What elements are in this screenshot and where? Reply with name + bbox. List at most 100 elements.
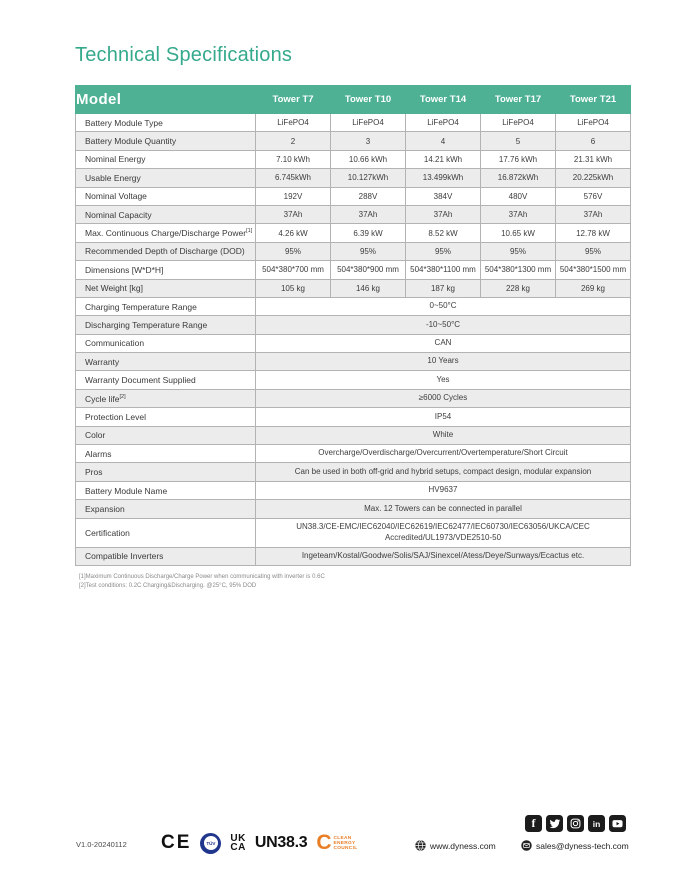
- table-row: Certification UN38.3/CE-EMC/IEC62040/IEC6…: [75, 517, 631, 548]
- spec-value-cell: LiFePO4: [255, 112, 331, 133]
- table-row: Cycle life[2] ≥6000 Cycles: [75, 388, 631, 409]
- email-link[interactable]: sales@dyness-tech.com: [521, 840, 629, 851]
- spec-value-cell: 37Ah: [480, 204, 556, 225]
- spec-value-cell: 95%: [255, 241, 331, 262]
- linkedin-icon[interactable]: in: [588, 815, 605, 832]
- social-icons: f in: [525, 815, 626, 832]
- spec-table-body: Battery Module Type LiFePO4 LiFePO4 LiFePO4…: [75, 112, 631, 566]
- spec-value-cell: 37Ah: [255, 204, 331, 225]
- tuv-icon: TÜV: [200, 832, 222, 854]
- spec-value-cell: 6: [555, 131, 631, 151]
- spec-value-cell: 17.76 kWh: [480, 149, 556, 170]
- spec-value-cell: 37Ah: [405, 204, 481, 225]
- table-row: Nominal Capacity 37Ah 37Ah 37Ah 37Ah 37Ah: [75, 204, 631, 225]
- youtube-icon[interactable]: [609, 815, 626, 832]
- spec-span-cell: Ingeteam/Kostal/Goodwe/Solis/SAJ/Sinexce…: [255, 546, 631, 566]
- spec-value-cell: 146 kg: [330, 278, 406, 298]
- twitter-icon[interactable]: [546, 815, 563, 832]
- table-row: Battery Module Type LiFePO4 LiFePO4 LiFePO4…: [75, 112, 631, 133]
- spec-value-cell: 95%: [480, 241, 556, 262]
- spec-span-cell: ≥6000 Cycles: [255, 388, 631, 409]
- spec-span-cell: 10 Years: [255, 352, 631, 372]
- spec-label-cell: Battery Module Type: [75, 112, 256, 133]
- table-row: Pros Can be used in both off-grid and hyb…: [75, 462, 631, 482]
- spec-value-cell: 95%: [330, 241, 406, 262]
- spec-value-cell: 105 kg: [255, 278, 331, 298]
- table-row: Color White: [75, 425, 631, 446]
- spec-span-cell: UN38.3/CE-EMC/IEC62040/IEC62619/IEC62477…: [255, 517, 631, 548]
- spec-value-cell: 37Ah: [330, 204, 406, 225]
- spec-table: Model Tower T7 Tower T10 Tower T14 Tower T17…: [75, 85, 631, 566]
- spec-value-cell: 4: [405, 131, 481, 151]
- model-header: Model: [75, 85, 256, 114]
- spec-value-cell: 576V: [555, 186, 631, 206]
- table-row: Max. Continuous Charge/Discharge Power[1…: [75, 223, 631, 243]
- spec-value-cell: 14.21 kWh: [405, 149, 481, 170]
- spec-label-cell: Warranty: [75, 352, 256, 372]
- certification-logos: CE TÜV UK CA UN38.3 C CLEAN ENERGY COUNC…: [161, 829, 357, 857]
- table-row: Usable Energy 6.745kWh 10.127kWh 13.499kWh 1…: [75, 168, 631, 188]
- spec-value-cell: 10.65 kW: [480, 223, 556, 243]
- spec-label-cell: Pros: [75, 462, 256, 482]
- spec-span-cell: Can be used in both off-grid and hybrid …: [255, 462, 631, 482]
- spec-label-cell: Alarms: [75, 444, 256, 464]
- spec-label-cell: Max. Continuous Charge/Discharge Power[1…: [75, 223, 256, 243]
- spec-value-cell: 6.745kWh: [255, 168, 331, 188]
- footnotes: [1]Maximum Continuous Discharge/Charge P…: [79, 573, 325, 591]
- spec-span-cell: Overcharge/Overdischarge/Overcurrent/Ove…: [255, 444, 631, 464]
- table-row: Nominal Voltage 192V 288V 384V 480V 576V: [75, 186, 631, 206]
- spec-value-cell: 10.66 kWh: [330, 149, 406, 170]
- table-row: Compatible Inverters Ingeteam/Kostal/Good…: [75, 546, 631, 566]
- table-row: Expansion Max. 12 Towers can be connected…: [75, 499, 631, 519]
- table-row: Warranty Document Supplied Yes: [75, 370, 631, 390]
- spec-value-cell: 6.39 kW: [330, 223, 406, 243]
- website-text: www.dyness.com: [430, 840, 496, 851]
- column-header: Tower T7: [255, 85, 331, 114]
- spec-label-cell: Compatible Inverters: [75, 546, 256, 566]
- clean-energy-council-icon: C CLEAN ENERGY COUNCIL: [316, 831, 358, 854]
- facebook-icon[interactable]: f: [525, 815, 542, 832]
- instagram-icon[interactable]: [567, 815, 584, 832]
- spec-span-cell: HV9637: [255, 480, 631, 501]
- spec-span-cell: -10~50°C: [255, 315, 631, 335]
- email-text: sales@dyness-tech.com: [536, 840, 629, 851]
- page-title: Technical Specifications: [75, 44, 293, 66]
- spec-value-cell: 3: [330, 131, 406, 151]
- spec-label-cell: Warranty Document Supplied: [75, 370, 256, 390]
- table-header-row: Model Tower T7 Tower T10 Tower T14 Tower T17…: [75, 85, 631, 114]
- table-row: Communication CAN: [75, 333, 631, 354]
- spec-label-cell: Usable Energy: [75, 168, 256, 188]
- spec-value-cell: 7.10 kWh: [255, 149, 331, 170]
- table-row: Nominal Energy 7.10 kWh 10.66 kWh 14.21 kWh…: [75, 149, 631, 170]
- globe-icon: [415, 840, 426, 851]
- spec-label-cell: Nominal Energy: [75, 149, 256, 170]
- footnote-1: [1]Maximum Continuous Discharge/Charge P…: [79, 574, 325, 580]
- spec-label-cell: Battery Module Quantity: [75, 131, 256, 151]
- spec-value-cell: 504*380*900 mm: [330, 260, 406, 280]
- spec-label-cell: Protection Level: [75, 407, 256, 427]
- spec-value-cell: LiFePO4: [480, 112, 556, 133]
- spec-span-cell: White: [255, 425, 631, 446]
- table-row: Net Weight [kg] 105 kg 146 kg 187 kg 228 kg 2…: [75, 278, 631, 298]
- table-row: Battery Module Quantity 2 3 4 5 6: [75, 131, 631, 151]
- spec-label-cell: Charging Temperature Range: [75, 296, 256, 317]
- spec-value-cell: 13.499kWh: [405, 168, 481, 188]
- spec-value-cell: LiFePO4: [555, 112, 631, 133]
- spec-value-cell: 480V: [480, 186, 556, 206]
- spec-value-cell: 37Ah: [555, 204, 631, 225]
- spec-value-cell: 187 kg: [405, 278, 481, 298]
- spec-value-cell: 2: [255, 131, 331, 151]
- spec-label-cell: Expansion: [75, 499, 256, 519]
- spec-value-cell: 504*380*1500 mm: [555, 260, 631, 280]
- column-header: Tower T17: [480, 85, 556, 114]
- spec-value-cell: 20.225kWh: [555, 168, 631, 188]
- spec-value-cell: 4.26 kW: [255, 223, 331, 243]
- website-link[interactable]: www.dyness.com: [415, 840, 496, 851]
- spec-value-cell: 10.127kWh: [330, 168, 406, 188]
- column-header: Tower T10: [330, 85, 406, 114]
- spec-value-cell: 288V: [330, 186, 406, 206]
- spec-label-cell: Cycle life[2]: [75, 388, 256, 409]
- ce-mark-icon: CE: [161, 832, 192, 853]
- spec-table-head: Model Tower T7 Tower T10 Tower T14 Tower T17…: [75, 85, 631, 114]
- spec-value-cell: LiFePO4: [330, 112, 406, 133]
